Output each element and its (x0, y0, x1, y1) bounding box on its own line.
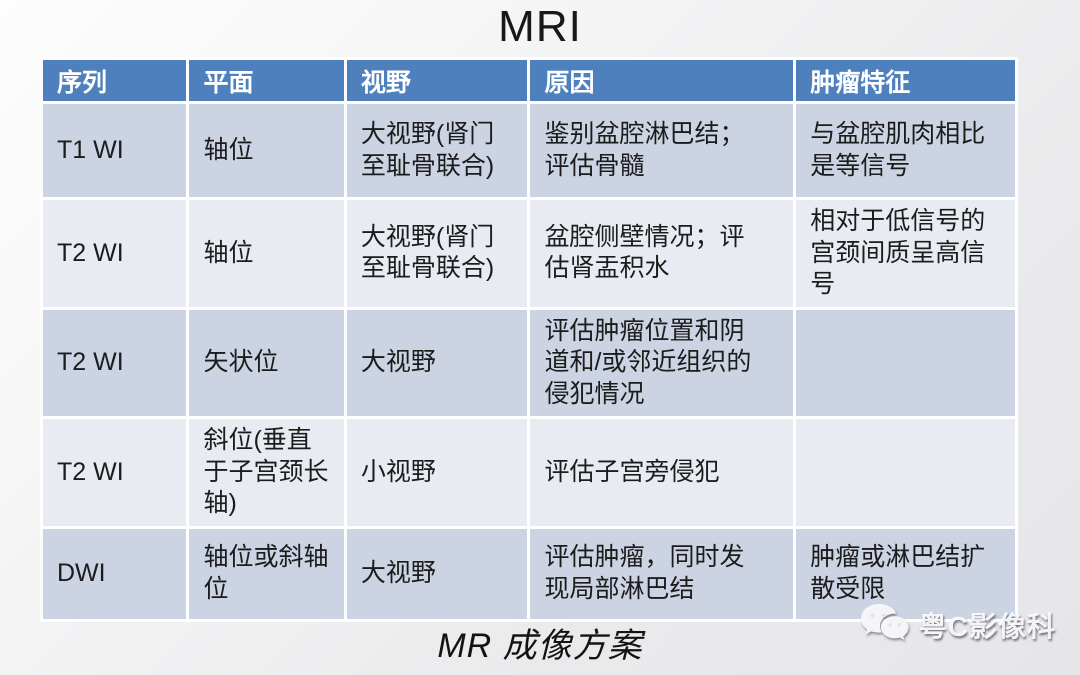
table-row: T2 WI 斜位(垂直于子宫颈长轴) 小视野 评估子宫旁侵犯 (43, 419, 1015, 526)
table-cell: 轴位或斜轴位 (189, 528, 344, 619)
table-cell: 盆腔侧壁情况；评估肾盂积水 (530, 200, 794, 307)
column-header: 平面 (189, 60, 344, 101)
table-cell (796, 419, 1015, 526)
table-cell: T2 WI (43, 309, 187, 416)
table-cell: 斜位(垂直于子宫颈长轴) (189, 419, 344, 526)
column-header: 视野 (346, 60, 528, 101)
table-cell: 评估肿瘤，同时发现局部淋巴结 (530, 528, 794, 619)
table-cell: 相对于低信号的宫颈间质呈高信号 (796, 200, 1015, 307)
mri-protocol-table-container: 序列 平面 视野 原因 肿瘤特征 T1 WI 轴位 大视野(肾门至耻骨联合) 鉴别盆腔淋巴结；… (40, 57, 1018, 622)
table-cell: T1 WI (43, 104, 187, 197)
table-cell: 轴位 (189, 200, 344, 307)
table-header-row: 序列 平面 视野 原因 肿瘤特征 (43, 60, 1015, 101)
table-cell: 矢状位 (189, 309, 344, 416)
column-header: 序列 (43, 60, 187, 101)
table-cell: 大视野 (346, 528, 528, 619)
table-row: T1 WI 轴位 大视野(肾门至耻骨联合) 鉴别盆腔淋巴结；评估骨髓 与盆腔肌肉相比是等… (43, 104, 1015, 197)
table-cell: 肿瘤或淋巴结扩散受限 (796, 528, 1015, 619)
table-cell: T2 WI (43, 200, 187, 307)
table-cell: DWI (43, 528, 187, 619)
table-cell: 大视野(肾门至耻骨联合) (346, 104, 528, 197)
table-row: T2 WI 矢状位 大视野 评估肿瘤位置和阴道和/或邻近组织的侵犯情况 (43, 309, 1015, 416)
table-cell: 大视野 (346, 309, 528, 416)
page-title: MRI (498, 2, 582, 51)
table-cell (796, 309, 1015, 416)
column-header: 原因 (530, 60, 794, 101)
table-row: T2 WI 轴位 大视野(肾门至耻骨联合) 盆腔侧壁情况；评估肾盂积水 相对于低信号的宫… (43, 200, 1015, 307)
mri-protocol-table: 序列 平面 视野 原因 肿瘤特征 T1 WI 轴位 大视野(肾门至耻骨联合) 鉴别盆腔淋巴结；… (40, 57, 1018, 622)
table-cell: 小视野 (346, 419, 528, 526)
table-body: T1 WI 轴位 大视野(肾门至耻骨联合) 鉴别盆腔淋巴结；评估骨髓 与盆腔肌肉相比是等… (43, 104, 1015, 619)
table-row: DWI 轴位或斜轴位 大视野 评估肿瘤，同时发现局部淋巴结 肿瘤或淋巴结扩散受限 (43, 528, 1015, 619)
table-cell: 评估子宫旁侵犯 (530, 419, 794, 526)
table-cell: 轴位 (189, 104, 344, 197)
watermark-text: 粤C影像科 (918, 611, 1056, 642)
table-cell: 与盆腔肌肉相比是等信号 (796, 104, 1015, 197)
table-caption: MR 成像方案 (437, 627, 643, 665)
watermark: 粤C影像科 (859, 602, 1056, 648)
wechat-icon (860, 604, 909, 640)
table-cell: 鉴别盆腔淋巴结；评估骨髓 (530, 104, 794, 197)
table-cell: T2 WI (43, 419, 187, 526)
column-header: 肿瘤特征 (796, 60, 1015, 101)
header-row: 序列 平面 视野 原因 肿瘤特征 (43, 60, 1015, 101)
table-cell: 大视野(肾门至耻骨联合) (346, 200, 528, 307)
table-cell: 评估肿瘤位置和阴道和/或邻近组织的侵犯情况 (530, 309, 794, 416)
